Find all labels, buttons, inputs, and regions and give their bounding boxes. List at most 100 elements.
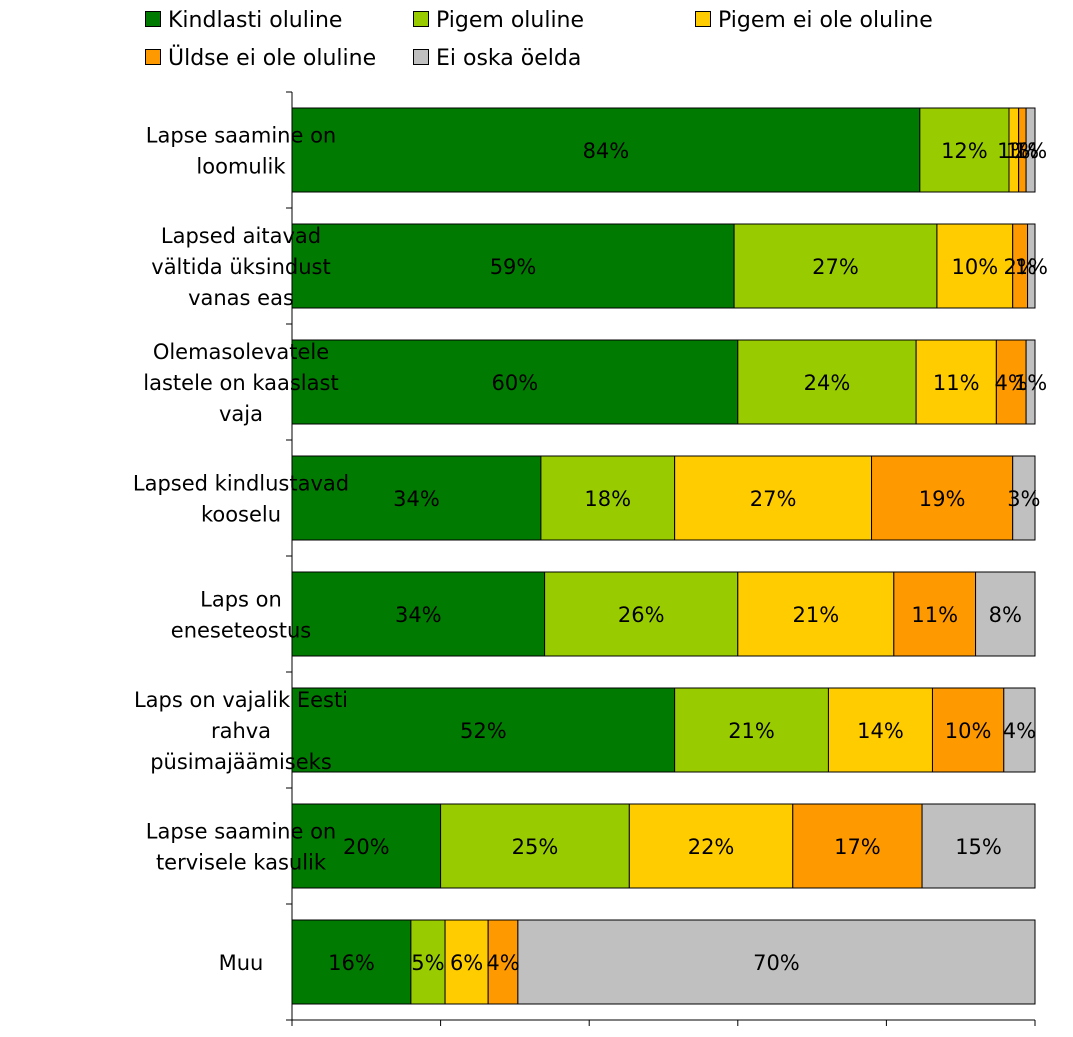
x-tick-label: 100% <box>1005 1035 1065 1037</box>
bar-segment <box>737 339 917 425</box>
category-label: rahva <box>211 719 271 743</box>
data-label: 21% <box>728 719 775 743</box>
category-label: lastele on kaaslast <box>143 371 338 395</box>
legend-label: Ei oska öelda <box>436 46 582 71</box>
data-label: 52% <box>460 719 507 743</box>
bar-segment <box>628 803 794 889</box>
data-label: 14% <box>857 719 904 743</box>
bar-segment <box>1012 455 1036 541</box>
data-label: 2% <box>1003 255 1036 279</box>
data-label: 6% <box>450 951 483 975</box>
bar-segment <box>517 919 1036 1005</box>
data-label: 17% <box>834 835 881 859</box>
legend-swatch <box>413 49 429 65</box>
data-label: 11% <box>911 603 958 627</box>
bar-segment <box>291 339 739 425</box>
category-label: eneseteostus <box>171 619 311 643</box>
data-label: 4% <box>995 371 1028 395</box>
category-label: Lapse saamine on <box>146 124 336 148</box>
category-label: Muu <box>219 951 264 975</box>
data-label: 4% <box>1003 719 1036 743</box>
bar-segment <box>1025 339 1036 425</box>
legend-item-kindlasti-oluline: Kindlasti oluline <box>145 8 342 33</box>
legend-swatch <box>695 11 711 27</box>
legend-item-pigem-oluline: Pigem oluline <box>413 8 584 33</box>
category-label: Lapsed kindlustavad <box>133 472 349 496</box>
data-label: 18% <box>584 487 631 511</box>
data-label: 1% <box>1014 139 1047 163</box>
bar-segment <box>674 455 873 541</box>
legend-label: Pigem oluline <box>436 8 585 33</box>
bar-segment <box>915 339 997 425</box>
legend-item-pigem-ei-ole-oluline: Pigem ei ole oluline <box>695 8 933 33</box>
category-label: Lapse saamine on <box>146 820 336 844</box>
data-label: 10% <box>951 255 998 279</box>
x-tick-label: 80% <box>863 1035 910 1037</box>
data-label: 15% <box>955 835 1002 859</box>
category-label: Laps on vajalik Eesti <box>134 688 348 712</box>
bar-segment <box>921 803 1036 889</box>
bar-segment <box>410 919 446 1005</box>
bar-segment <box>792 803 923 889</box>
bar-segment <box>936 223 1014 309</box>
legend-item-ei-oska-oelda: Ei oska öelda <box>413 46 581 71</box>
data-label: 27% <box>812 255 859 279</box>
data-label: 20% <box>343 835 390 859</box>
data-label: 21% <box>792 603 839 627</box>
bar-segment <box>291 223 735 309</box>
data-label: 8% <box>989 603 1022 627</box>
bar-segment <box>291 571 546 657</box>
x-tick-label: 0% <box>275 1035 308 1037</box>
data-label: 84% <box>583 139 630 163</box>
data-label: 1% <box>1015 255 1048 279</box>
legend-swatch <box>145 11 161 27</box>
data-label: 3% <box>1007 487 1040 511</box>
x-tick-label: 20% <box>417 1035 464 1037</box>
category-label: vaja <box>219 402 263 426</box>
bar-segment <box>291 107 921 193</box>
legend-label: Üldse ei ole oluline <box>168 46 377 71</box>
data-label: 19% <box>919 487 966 511</box>
data-label: 25% <box>512 835 559 859</box>
legend-label: Kindlasti oluline <box>168 8 343 33</box>
x-tick-label: 40% <box>566 1035 613 1037</box>
bar-segment <box>291 455 542 541</box>
data-label: 4% <box>486 951 519 975</box>
bar-segment <box>440 803 630 889</box>
bar-segment <box>540 455 676 541</box>
bar-segment <box>1025 107 1036 193</box>
bar-segment <box>291 919 412 1005</box>
category-label: Olemasolevatele <box>153 340 329 364</box>
data-label: 1% <box>1006 139 1039 163</box>
bar-segment <box>733 223 938 309</box>
data-label: 16% <box>328 951 375 975</box>
bar-segment <box>975 571 1036 657</box>
bar-segment <box>871 455 1014 541</box>
data-label: 5% <box>411 951 444 975</box>
bar-segment <box>291 803 442 889</box>
category-label: Lapsed aitavad <box>161 224 321 248</box>
bar-segment <box>995 339 1027 425</box>
data-label: 10% <box>945 719 992 743</box>
legend-swatch <box>145 49 161 65</box>
bar-segment <box>1027 223 1036 309</box>
data-label: 1% <box>1014 371 1047 395</box>
data-label: 34% <box>393 487 440 511</box>
category-label: loomulik <box>196 155 286 179</box>
bar-segment <box>931 687 1005 773</box>
data-label: 1% <box>997 139 1030 163</box>
data-label: 70% <box>753 951 800 975</box>
category-label: kooselu <box>201 503 281 527</box>
bar-segment <box>737 571 895 657</box>
bar-segment <box>544 571 739 657</box>
legend-swatch <box>413 11 429 27</box>
data-label: 12% <box>941 139 988 163</box>
bar-segment <box>827 687 933 773</box>
category-label: püsimajäämiseks <box>150 750 332 774</box>
data-label: 11% <box>933 371 980 395</box>
category-label: Laps on <box>200 588 282 612</box>
data-label: 60% <box>492 371 539 395</box>
data-label: 26% <box>618 603 665 627</box>
legend-item-uldse-ei-ole-oluline: Üldse ei ole oluline <box>145 46 376 71</box>
